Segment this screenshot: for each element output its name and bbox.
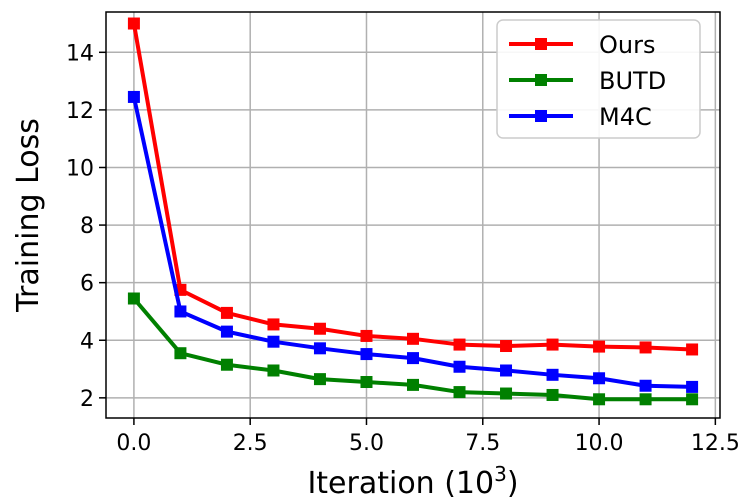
data-point: [267, 364, 280, 377]
data-point: [127, 90, 140, 103]
x-axis-title: Iteration (103): [307, 462, 518, 499]
legend-entry-butd: BUTD: [509, 67, 666, 95]
data-point: [500, 387, 513, 400]
legend-marker: [535, 74, 547, 86]
data-point: [313, 373, 326, 386]
y-tick-label: 2: [80, 387, 94, 412]
data-point: [127, 292, 140, 305]
data-point: [639, 341, 652, 354]
data-point: [127, 17, 140, 30]
data-point: [453, 338, 466, 351]
x-tick-label: 10.0: [575, 431, 624, 456]
y-tick-label: 12: [66, 99, 94, 124]
y-tick-label: 8: [80, 214, 94, 239]
series-ours: [127, 17, 699, 356]
series-m4c: [127, 90, 699, 393]
x-axis-title-superscript: 3: [494, 462, 507, 486]
x-tick-label: 5.0: [349, 431, 384, 456]
legend-entry-ours: Ours: [509, 31, 655, 59]
legend-box: [496, 19, 701, 139]
x-axis-title-main: Iteration (10: [307, 466, 494, 499]
y-tick-label: 14: [66, 41, 94, 66]
y-tick-label: 4: [80, 329, 94, 354]
legend-label: M4C: [599, 103, 652, 131]
data-point: [639, 379, 652, 392]
data-point: [546, 368, 559, 381]
data-point: [686, 393, 699, 406]
y-axis-title: Training Loss: [11, 118, 46, 313]
legend-marker: [535, 38, 547, 50]
data-point: [407, 332, 419, 345]
data-point: [593, 372, 606, 385]
data-point: [267, 335, 280, 348]
data-point: [220, 358, 233, 371]
legend-entry-m4c: M4C: [509, 103, 652, 131]
data-point: [360, 348, 373, 361]
data-point: [593, 340, 606, 353]
plot-frame: [105, 11, 721, 419]
data-point: [639, 393, 652, 406]
data-point: [174, 305, 187, 318]
y-axis-ticks: 2 4 6 8 10 12 14: [66, 41, 106, 412]
x-tick-label: 7.5: [465, 431, 500, 456]
data-point: [220, 306, 233, 319]
data-point: [360, 376, 373, 389]
legend-label: BUTD: [599, 67, 666, 95]
legend-marker: [535, 110, 547, 122]
legend-label: Ours: [599, 31, 655, 59]
data-point: [407, 352, 419, 365]
y-tick-label: 6: [80, 272, 94, 297]
data-point: [407, 378, 419, 391]
data-point: [453, 386, 466, 399]
x-tick-label: 12.5: [691, 431, 740, 456]
data-point: [174, 347, 187, 360]
data-point: [360, 329, 373, 342]
legend: Ours BUTD M4C: [496, 19, 701, 139]
data-point: [500, 340, 513, 353]
x-tick-label: 0.0: [116, 431, 151, 456]
y-tick-label: 10: [66, 156, 94, 181]
data-point: [593, 393, 606, 406]
data-point: [546, 388, 559, 401]
data-point: [686, 343, 699, 356]
data-point: [313, 322, 326, 335]
data-point: [686, 380, 699, 393]
x-tick-label: 2.5: [233, 431, 268, 456]
data-point: [313, 342, 326, 355]
x-axis-title-suffix: ): [507, 466, 519, 499]
data-point: [453, 360, 466, 373]
data-point: [546, 338, 559, 351]
data-point: [500, 364, 513, 377]
data-point: [267, 318, 280, 331]
series-butd: [127, 292, 699, 406]
data-point: [220, 325, 233, 338]
series-layer: [127, 17, 699, 406]
x-axis-ticks: 0.0 2.5 5.0 7.5 10.0 12.5: [116, 418, 740, 456]
